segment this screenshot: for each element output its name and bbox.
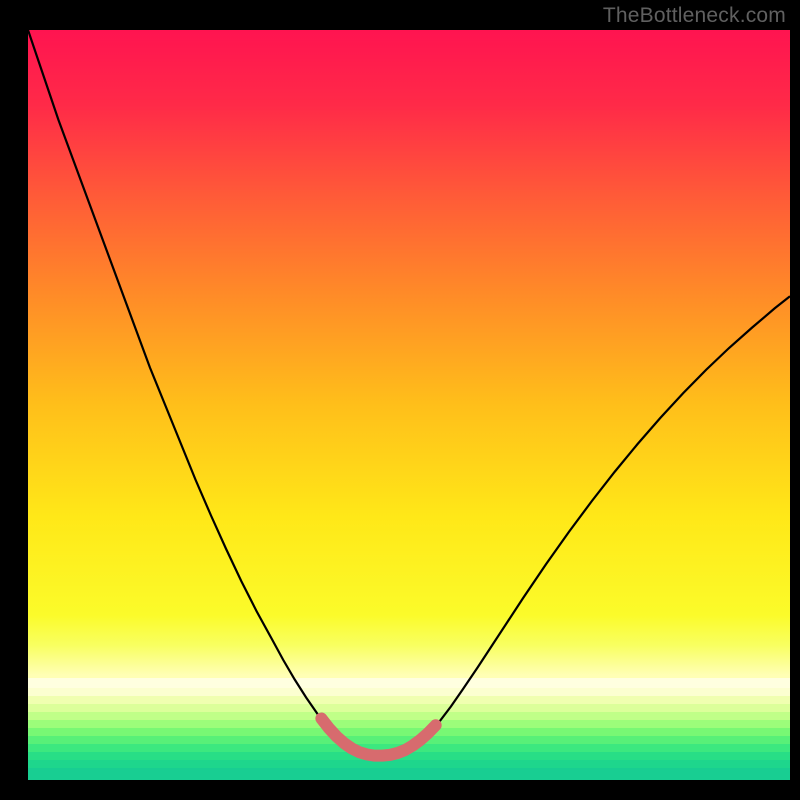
optimal-zone-highlight — [321, 719, 435, 756]
chart-frame: TheBottleneck.com — [0, 0, 800, 800]
bottleneck-curve — [28, 30, 790, 757]
watermark-text: TheBottleneck.com — [603, 4, 786, 28]
curve-layer — [28, 30, 790, 780]
border-bottom — [0, 780, 800, 800]
border-right — [790, 0, 800, 800]
plot-area — [28, 30, 790, 780]
border-left — [0, 0, 28, 800]
